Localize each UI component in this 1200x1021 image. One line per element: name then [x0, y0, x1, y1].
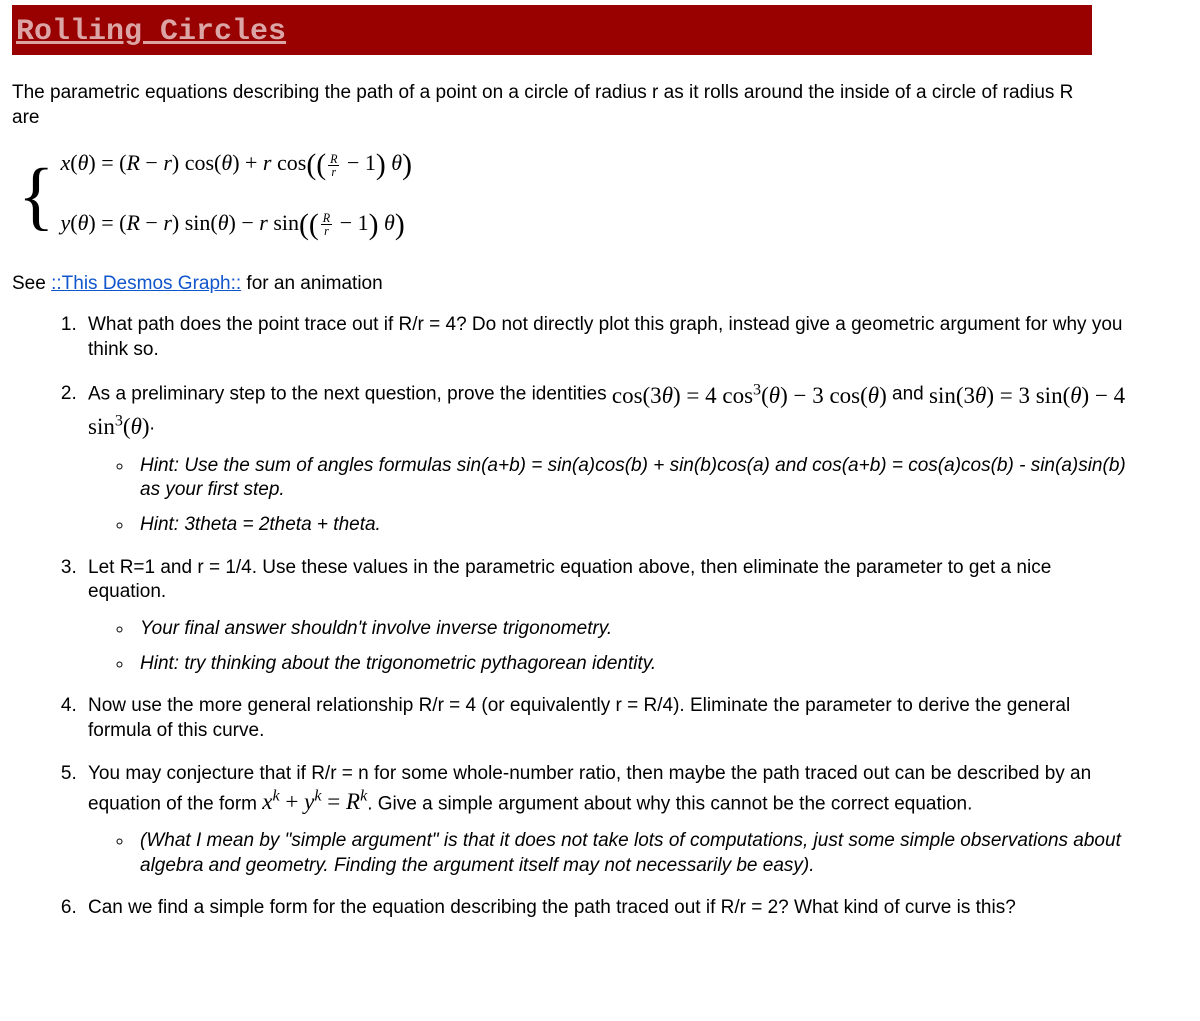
q5-equation: xk + yk = Rk	[262, 789, 367, 814]
q2-and: and	[892, 383, 929, 404]
q5-hint: (What I mean by "simple argument" is tha…	[134, 829, 1132, 878]
page-title: Rolling Circles	[12, 5, 1092, 55]
q3-text: Let R=1 and r = 1/4. Use these values in…	[88, 557, 1051, 603]
question-2: As a preliminary step to the next questi…	[82, 381, 1132, 538]
question-6: Can we find a simple form for the equati…	[82, 896, 1132, 921]
intro-text: The parametric equations describing the …	[12, 81, 1102, 130]
q5-tail: . Give a simple argument about why this …	[367, 793, 972, 814]
see-line: See ::This Desmos Graph:: for an animati…	[12, 273, 1188, 295]
desmos-link[interactable]: ::This Desmos Graph::	[51, 273, 241, 294]
question-1: What path does the point trace out if R/…	[82, 313, 1132, 362]
see-prefix: See	[12, 273, 51, 294]
q2-period: .	[150, 414, 155, 435]
parametric-equations: { x(θ) = (R − r) cos(θ) + r cos((Rr − 1)…	[18, 136, 1188, 255]
see-suffix: for an animation	[241, 273, 383, 294]
question-3: Let R=1 and r = 1/4. Use these values in…	[82, 556, 1132, 677]
q3-hint-2: Hint: try thinking about the trigonometr…	[134, 652, 1132, 677]
q3-hint-1: Your final answer shouldn't involve inve…	[134, 617, 1132, 642]
question-list: What path does the point trace out if R/…	[52, 313, 1152, 921]
equation-x: x(θ) = (R − r) cos(θ) + r cos((Rr − 1) θ…	[60, 136, 412, 195]
q2-identity-1: cos(3θ) = 4 cos3(θ) − 3 cos(θ)	[612, 383, 887, 408]
equation-y: y(θ) = (R − r) sin(θ) − r sin((Rr − 1) θ…	[60, 196, 412, 255]
q2-lead: As a preliminary step to the next questi…	[88, 383, 612, 404]
question-5: You may conjecture that if R/r = n for s…	[82, 762, 1132, 879]
q2-hint-1: Hint: Use the sum of angles formulas sin…	[134, 454, 1132, 503]
q2-hint-2: Hint: 3theta = 2theta + theta.	[134, 513, 1132, 538]
question-4: Now use the more general relationship R/…	[82, 694, 1132, 743]
